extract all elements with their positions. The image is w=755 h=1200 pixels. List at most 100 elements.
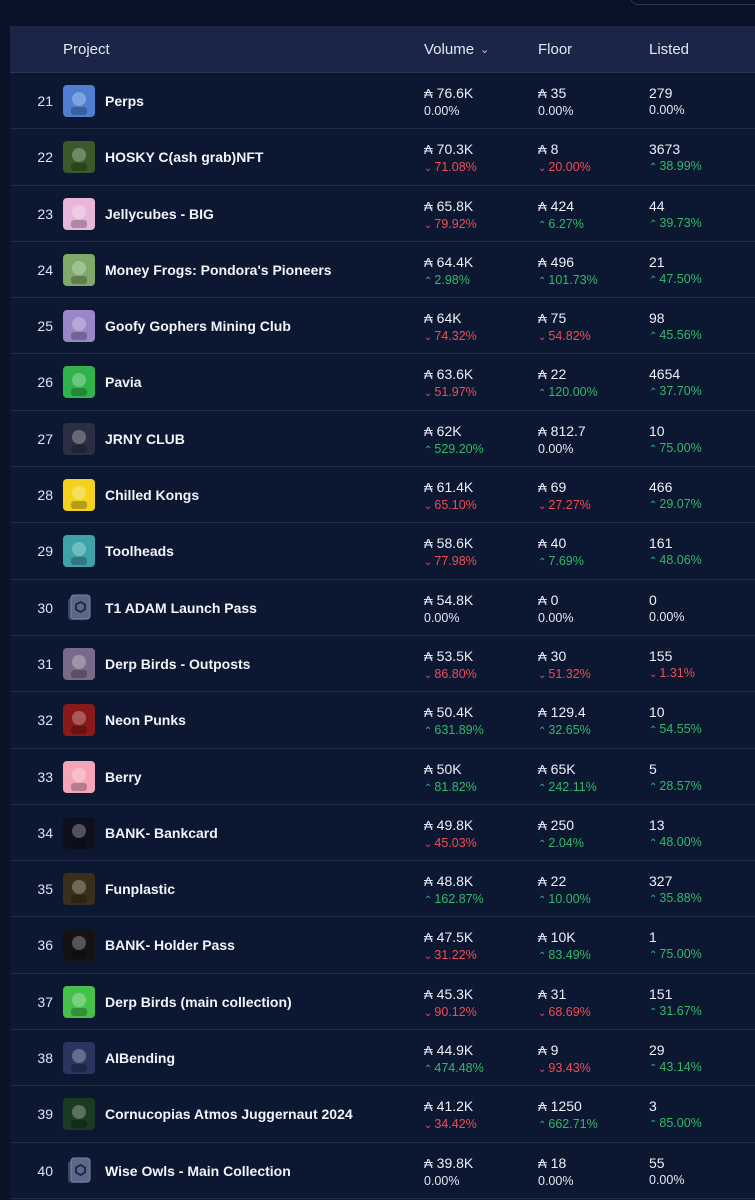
project-name[interactable]: JRNY CLUB: [105, 430, 185, 447]
table-row[interactable]: 36 BANK- Holder Pass ₳ 47.5K ⌄ 31.22% ₳ 10K ⌃ 83.…: [10, 917, 755, 974]
bank-holder-pass-thumbnail: [63, 929, 95, 962]
volume-cell: ₳ 50.4K ⌃ 631.89%: [424, 704, 484, 739]
listed-value: 5: [649, 760, 657, 777]
ada-currency-icon: ₳: [424, 423, 433, 439]
ada-currency-icon: ₳: [424, 1155, 433, 1171]
project-name[interactable]: Money Frogs: Pondora's Pioneers: [105, 261, 332, 278]
project-name[interactable]: Derp Birds - Outposts: [105, 655, 251, 672]
project-name[interactable]: BANK- Holder Pass: [105, 937, 235, 954]
volume-cell: ₳ 76.6K 0.00%: [424, 85, 473, 119]
table-row[interactable]: 21 Perps ₳ 76.6K 0.00% ₳ 35 0.00% 279 0.00%: [10, 73, 755, 130]
project-name[interactable]: Cornucopias Atmos Juggernaut 2024: [105, 1106, 353, 1123]
ada-currency-icon: ₳: [424, 592, 433, 608]
table-row[interactable]: 35 Funplastic ₳ 48.8K ⌃ 162.87% ₳ 22 ⌃ 10.00% 327 ⌃…: [10, 861, 755, 918]
table-row[interactable]: 34 BANK- Bankcard ₳ 49.8K ⌄ 45.03% ₳ 250 ⌃ 2.04% 1…: [10, 805, 755, 862]
column-header-volume[interactable]: Volume ⌄: [424, 41, 489, 58]
project-name[interactable]: HOSKY C(ash grab)NFT: [105, 149, 264, 166]
table-row[interactable]: 24 Money Frogs: Pondora's Pioneers ₳ 64.4K ⌃…: [10, 242, 755, 299]
arrow-down-icon: ⌄: [649, 668, 658, 680]
listed-change: ⌃ 45.56%: [649, 328, 702, 343]
table-row[interactable]: 27 JRNY CLUB ₳ 62K ⌃ 529.20% ₳ 812.7 0.00% 10 ⌃ 75.…: [10, 411, 755, 468]
listed-cell: 151 ⌃ 31.67%: [649, 986, 702, 1020]
project-name[interactable]: Toolheads: [105, 543, 174, 560]
project-name[interactable]: Funplastic: [105, 881, 176, 898]
project-name[interactable]: AIBending: [105, 1050, 175, 1067]
project-name[interactable]: Pavia: [105, 374, 142, 391]
floor-cell: ₳ 31 ⌄ 68.69%: [538, 986, 591, 1021]
table-row[interactable]: 25 Goofy Gophers Mining Club ₳ 64K ⌄ 74.32% ₳ 7…: [10, 298, 755, 355]
column-header-project[interactable]: Project: [63, 41, 110, 58]
volume-change: ⌃ 162.87%: [424, 892, 484, 907]
volume-cell: ₳ 50K ⌃ 81.82%: [424, 761, 477, 796]
floor-change: ⌄ 20.00%: [538, 160, 591, 175]
rank-number: 38: [37, 1050, 53, 1067]
volume-value: 62K: [436, 422, 462, 439]
floor-value: 40: [550, 535, 567, 552]
project-name[interactable]: Neon Punks: [105, 712, 186, 729]
rank-number: 24: [37, 261, 53, 278]
table-body: 21 Perps ₳ 76.6K 0.00% ₳ 35 0.00% 279 0.00% 22 HOSK…: [10, 73, 755, 1199]
floor-value: 496: [550, 253, 575, 270]
collections-table: Project Volume ⌄ Floor Listed 21 Perps ₳ 76.…: [10, 26, 755, 1200]
floor-cell: ₳ 10K ⌃ 83.49%: [538, 929, 591, 964]
project-name[interactable]: T1 ADAM Launch Pass: [105, 599, 257, 616]
volume-cell: ₳ 54.8K 0.00%: [424, 592, 473, 626]
column-header-floor[interactable]: Floor: [538, 41, 573, 58]
table-row[interactable]: 32 Neon Punks ₳ 50.4K ⌃ 631.89% ₳ 129.4 ⌃ 32.65% 1…: [10, 692, 755, 749]
table-row[interactable]: 30 T1 ADAM Launch Pass ₳ 54.8K 0.00% ₳ 0 0.00% 0…: [10, 580, 755, 636]
arrow-up-icon: ⌃: [424, 726, 433, 738]
column-header-listed[interactable]: Listed: [649, 41, 690, 58]
table-row[interactable]: 26 Pavia ₳ 63.6K ⌄ 51.97% ₳ 22 ⌃ 120.00% 4654 ⌃ 37.7…: [10, 354, 755, 411]
floor-cell: ₳ 129.4 ⌃ 32.65%: [538, 704, 591, 739]
table-row[interactable]: 33 Berry ₳ 50K ⌃ 81.82% ₳ 65K ⌃ 242.11% 5 ⌃ 28.57%: [10, 749, 755, 805]
floor-cell: ₳ 1250 ⌃ 662.71%: [538, 1098, 598, 1133]
project-name[interactable]: Perps: [105, 93, 144, 109]
listed-value: 3673: [649, 141, 681, 158]
project-name[interactable]: BANK- Bankcard: [105, 824, 218, 841]
ada-currency-icon: ₳: [538, 86, 547, 101]
listed-cell: 5 ⌃ 28.57%: [649, 761, 702, 795]
project-name[interactable]: Jellycubes - BIG: [105, 205, 214, 222]
table-row[interactable]: 39 Cornucopias Atmos Juggernaut 2024 ₳ 41.2…: [10, 1086, 755, 1143]
arrow-up-icon: ⌃: [649, 950, 658, 962]
floor-change: ⌄ 51.32%: [538, 666, 591, 681]
ada-currency-icon: ₳: [538, 1043, 547, 1059]
project-name[interactable]: Chilled Kongs: [105, 487, 200, 504]
table-row[interactable]: 31 Derp Birds - Outposts ₳ 53.5K ⌄ 86.80% ₳ 30 ⌄…: [10, 636, 755, 693]
volume-change: ⌄ 51.97%: [424, 385, 477, 400]
table-row[interactable]: 28 Chilled Kongs ₳ 61.4K ⌄ 65.10% ₳ 69 ⌄ 27.27% 46…: [10, 467, 755, 524]
volume-cell: ₳ 58.6K ⌄ 77.98%: [424, 535, 477, 570]
rank-number: 26: [37, 374, 53, 391]
arrow-down-icon: ⌄: [424, 838, 433, 850]
table-row[interactable]: 29 Toolheads ₳ 58.6K ⌄ 77.98% ₳ 40 ⌃ 7.69% 161 ⌃ 48.…: [10, 523, 755, 580]
floor-value: 75: [550, 310, 567, 327]
rank-number: 36: [37, 937, 53, 954]
floor-cell: ₳ 812.7 0.00%: [538, 423, 586, 457]
table-row[interactable]: 40 Wise Owls - Main Collection ₳ 39.8K 0.00%…: [10, 1143, 755, 1199]
ada-currency-icon: ₳: [538, 423, 547, 439]
project-name[interactable]: Goofy Gophers Mining Club: [105, 318, 291, 335]
table-row[interactable]: 37 Derp Birds (main collection) ₳ 45.3K ⌄ 90.…: [10, 974, 755, 1031]
arrow-up-icon: ⌃: [649, 1006, 658, 1018]
table-row[interactable]: 23 Jellycubes - BIG ₳ 65.8K ⌄ 79.92% ₳ 424 ⌃ 6.27…: [10, 186, 755, 242]
rank-number: 22: [37, 149, 53, 166]
floor-change: ⌃ 32.65%: [538, 723, 591, 738]
listed-change: ⌄ 1.31%: [649, 665, 695, 680]
floor-change: ⌃ 101.73%: [538, 272, 598, 287]
arrow-up-icon: ⌃: [538, 951, 547, 963]
arrow-down-icon: ⌄: [538, 163, 547, 175]
ada-currency-icon: ₳: [424, 254, 433, 270]
floor-cell: ₳ 0 0.00%: [538, 592, 573, 626]
project-name[interactable]: Berry: [105, 768, 142, 785]
table-row[interactable]: 22 HOSKY C(ash grab)NFT ₳ 70.3K ⌄ 71.08% ₳ 8 ⌄ 20…: [10, 129, 755, 186]
rank-number: 37: [37, 993, 53, 1010]
project-name[interactable]: Wise Owls - Main Collection: [105, 1162, 291, 1179]
ada-currency-icon: ₳: [538, 311, 547, 327]
arrow-down-icon: ⌄: [424, 669, 433, 681]
table-row[interactable]: 38 AIBending ₳ 44.9K ⌃ 474.48% ₳ 9 ⌄ 93.43% 29 ⌃ 43.…: [10, 1030, 755, 1087]
project-name[interactable]: Derp Birds (main collection): [105, 993, 292, 1010]
placeholder-cube-thumbnail: [63, 592, 95, 624]
floor-value: 129.4: [550, 704, 586, 721]
ada-currency-icon: ₳: [538, 592, 547, 608]
listed-change: ⌃ 85.00%: [649, 1116, 702, 1131]
